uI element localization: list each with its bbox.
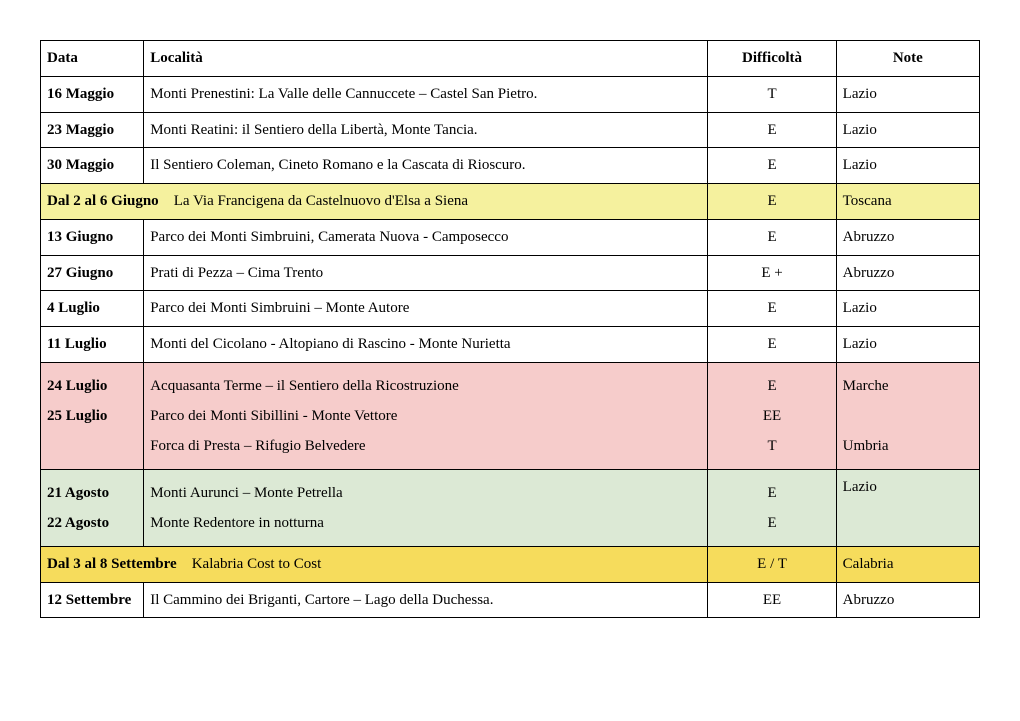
cell-date: 24 Luglio 25 Luglio (41, 362, 144, 469)
table-row: 30 Maggio Il Sentiero Coleman, Cineto Ro… (41, 148, 980, 184)
cell-loc: Parco dei Monti Simbruini – Monte Autore (144, 291, 708, 327)
cell-diff: E (708, 148, 836, 184)
table-row: Dal 2 al 6 Giugno La Via Francigena da C… (41, 184, 980, 220)
cell-loc-span: Kalabria Cost to Cost (192, 556, 322, 572)
cell-note: Lazio (836, 327, 979, 363)
table-row: 21 Agosto 22 Agosto Monti Aurunci – Mont… (41, 469, 980, 546)
cell-date: 27 Giugno (41, 255, 144, 291)
cell-loc: Monti Prenestini: La Valle delle Cannucc… (144, 76, 708, 112)
cell-date-line: 21 Agosto (47, 478, 137, 508)
cell-date: 21 Agosto 22 Agosto (41, 469, 144, 546)
cell-date-line: 24 Luglio (47, 371, 137, 401)
cell-note: Abruzzo (836, 582, 979, 618)
cell-loc: Monti Aurunci – Monte Petrella Monte Red… (144, 469, 708, 546)
cell-note: Lazio (836, 76, 979, 112)
cell-loc: Monti Reatini: il Sentiero della Libertà… (144, 112, 708, 148)
cell-note: Lazio (836, 291, 979, 327)
cell-diff: E (708, 112, 836, 148)
cell-note: Marche Umbria (836, 362, 979, 469)
cell-loc-line: Parco dei Monti Sibillini - Monte Vettor… (150, 401, 701, 431)
cell-diff-line: E (714, 508, 829, 538)
table-row: 23 Maggio Monti Reatini: il Sentiero del… (41, 112, 980, 148)
cell-loc-span: La Via Francigena da Castelnuovo d'Elsa … (174, 193, 468, 209)
cell-loc: Prati di Pezza – Cima Trento (144, 255, 708, 291)
cell-loc-line: Monte Redentore in notturna (150, 508, 701, 538)
cell-note: Toscana (836, 184, 979, 220)
cell-date-span: Dal 2 al 6 Giugno (47, 193, 159, 209)
cell-diff-line: EE (714, 401, 829, 431)
cell-note-line: Marche (843, 371, 973, 401)
table-row: 16 Maggio Monti Prenestini: La Valle del… (41, 76, 980, 112)
cell-date-loc: Dal 2 al 6 Giugno La Via Francigena da C… (41, 184, 708, 220)
header-data: Data (41, 41, 144, 77)
header-localita: Località (144, 41, 708, 77)
cell-date: 30 Maggio (41, 148, 144, 184)
cell-note-line: Umbria (843, 431, 973, 461)
header-note: Note (836, 41, 979, 77)
cell-date: 16 Maggio (41, 76, 144, 112)
table-header-row: Data Località Difficoltà Note (41, 41, 980, 77)
cell-date-span: Dal 3 al 8 Settembre (47, 556, 177, 572)
cell-diff-line: E (714, 478, 829, 508)
table-row: 4 Luglio Parco dei Monti Simbruini – Mon… (41, 291, 980, 327)
cell-loc-line: Monti Aurunci – Monte Petrella (150, 478, 701, 508)
cell-note: Abruzzo (836, 255, 979, 291)
cell-diff: EE (708, 582, 836, 618)
table-row: 12 Settembre Il Cammino dei Briganti, Ca… (41, 582, 980, 618)
cell-diff-line: E (714, 371, 829, 401)
cell-loc-line: Forca di Presta – Rifugio Belvedere (150, 431, 701, 461)
cell-diff: E (708, 184, 836, 220)
cell-loc: Parco dei Monti Simbruini, Camerata Nuov… (144, 219, 708, 255)
cell-diff: T (708, 76, 836, 112)
table-row: 13 Giugno Parco dei Monti Simbruini, Cam… (41, 219, 980, 255)
cell-date: 13 Giugno (41, 219, 144, 255)
cell-loc: Acquasanta Terme – il Sentiero della Ric… (144, 362, 708, 469)
table-row: 27 Giugno Prati di Pezza – Cima Trento E… (41, 255, 980, 291)
cell-date-line: 22 Agosto (47, 508, 137, 538)
cell-loc: Il Sentiero Coleman, Cineto Romano e la … (144, 148, 708, 184)
cell-diff: E EE T (708, 362, 836, 469)
cell-note: Abruzzo (836, 219, 979, 255)
table-row: Dal 3 al 8 Settembre Kalabria Cost to Co… (41, 546, 980, 582)
table-row: 11 Luglio Monti del Cicolano - Altopiano… (41, 327, 980, 363)
cell-note: Lazio (836, 148, 979, 184)
schedule-table: Data Località Difficoltà Note 16 Maggio … (40, 40, 980, 618)
cell-date: 23 Maggio (41, 112, 144, 148)
cell-diff: E (708, 291, 836, 327)
header-difficolta: Difficoltà (708, 41, 836, 77)
cell-date: 11 Luglio (41, 327, 144, 363)
cell-date-line: 25 Luglio (47, 401, 137, 431)
cell-diff-line: T (714, 431, 829, 461)
cell-loc-line: Acquasanta Terme – il Sentiero della Ric… (150, 371, 701, 401)
cell-note: Lazio (836, 469, 979, 546)
cell-note: Lazio (836, 112, 979, 148)
cell-loc: Il Cammino dei Briganti, Cartore – Lago … (144, 582, 708, 618)
cell-diff: E / T (708, 546, 836, 582)
cell-date-loc: Dal 3 al 8 Settembre Kalabria Cost to Co… (41, 546, 708, 582)
cell-date: 12 Settembre (41, 582, 144, 618)
cell-diff: E + (708, 255, 836, 291)
cell-diff: E E (708, 469, 836, 546)
cell-note-line (843, 401, 973, 431)
cell-diff: E (708, 327, 836, 363)
cell-diff: E (708, 219, 836, 255)
cell-loc: Monti del Cicolano - Altopiano di Rascin… (144, 327, 708, 363)
cell-note: Calabria (836, 546, 979, 582)
table-row: 24 Luglio 25 Luglio Acquasanta Terme – i… (41, 362, 980, 469)
cell-date: 4 Luglio (41, 291, 144, 327)
